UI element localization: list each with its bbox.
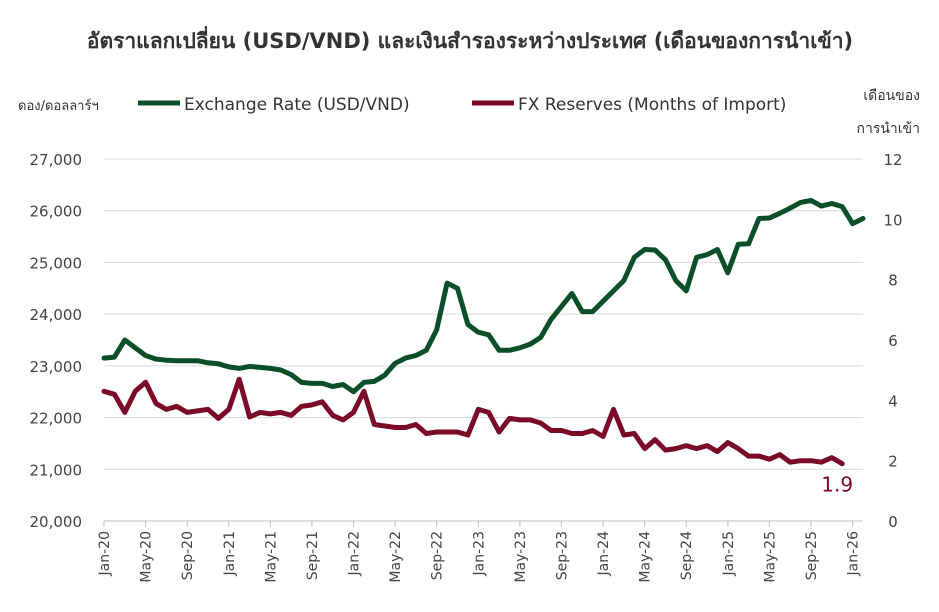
x-tick-label: May-22 — [388, 531, 404, 583]
y-right-tick-label: 0 — [888, 513, 898, 531]
y-left-tick-label: 22,000 — [30, 410, 83, 428]
gridlines — [104, 158, 863, 470]
end-value-label: 1.9 — [821, 473, 853, 497]
x-tick-label: Jan-26 — [846, 531, 862, 577]
legend: Exchange Rate (USD/VND) FX Reserves (Mon… — [138, 95, 786, 115]
legend-label-exchange-rate: Exchange Rate (USD/VND) — [184, 95, 410, 115]
y-right-tick-label: 8 — [888, 272, 898, 290]
x-tick-label: Jan-20 — [97, 531, 113, 576]
y-left-tick-label: 21,000 — [30, 461, 83, 479]
x-tick-label: Jan-23 — [471, 531, 487, 576]
left-axis-label: ดอง/ดอลลาร์ฯ — [18, 98, 99, 114]
y-left-tick-label: 20,000 — [30, 513, 83, 531]
y-left-tick-label: 27,000 — [30, 151, 83, 169]
x-tick-label: Sep-24 — [679, 531, 695, 580]
x-tick-label: Sep-25 — [804, 531, 820, 580]
y-left-tick-label: 23,000 — [30, 358, 83, 376]
y-axis-left: 20,000 21,000 22,000 23,000 24,000 25,000 26,0… — [30, 151, 83, 531]
x-tick-label: Jan-25 — [721, 531, 737, 576]
y-right-tick-label: 6 — [888, 332, 898, 350]
y-right-tick-label: 10 — [883, 211, 902, 229]
y-left-tick-label: 25,000 — [30, 254, 83, 272]
y-left-tick-label: 24,000 — [30, 306, 83, 324]
x-tick-label: Jan-21 — [222, 531, 238, 576]
x-tick-label: Sep-23 — [554, 531, 570, 580]
chart-title: อัตราแลกเปลี่ยน (USD/VND) และเงินสำรองระ… — [87, 25, 853, 53]
right-axis-label-line1: เดือนของ — [863, 88, 920, 104]
x-tick-label: Jan-22 — [347, 531, 363, 576]
legend-label-fx-reserves: FX Reserves (Months of Import) — [518, 95, 786, 115]
x-tick-label: May-23 — [513, 531, 529, 583]
x-axis: Jan-20 May-20 Sep-20 Jan-21 May-21 Sep-21 Jan-… — [97, 520, 863, 583]
series-layer — [101, 197, 866, 467]
x-tick-label: May-24 — [638, 531, 654, 583]
x-tick-label: Jan-24 — [596, 531, 612, 577]
series-line-fx-reserves — [101, 376, 845, 467]
y-right-tick-label: 12 — [883, 151, 902, 169]
x-tick-label: Sep-21 — [305, 531, 321, 580]
y-axis-right: 0 2 4 6 8 10 12 — [883, 151, 902, 531]
y-right-tick-label: 2 — [888, 453, 898, 471]
x-tick-label: Sep-22 — [430, 531, 446, 580]
x-tick-label: May-25 — [762, 531, 778, 583]
y-right-tick-label: 4 — [888, 392, 898, 410]
x-tick-label: Sep-20 — [180, 531, 196, 580]
x-tick-label: May-21 — [263, 531, 279, 583]
y-left-tick-label: 26,000 — [30, 203, 83, 221]
right-axis-label-line2: การนำเข้า — [856, 121, 920, 137]
x-tick-label: May-20 — [139, 531, 155, 583]
series-line-exchange-rate — [101, 197, 866, 395]
